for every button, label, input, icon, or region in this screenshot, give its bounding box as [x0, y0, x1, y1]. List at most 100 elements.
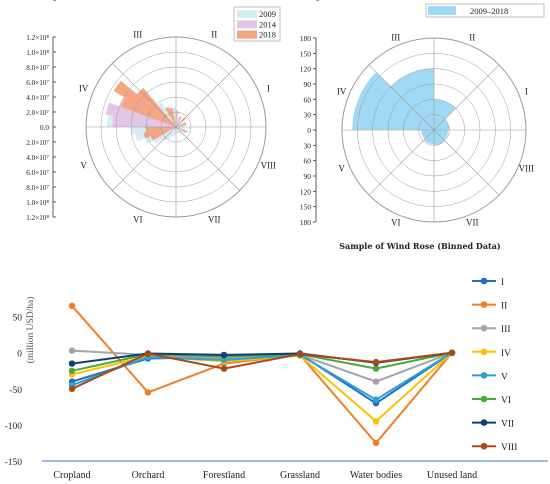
line-legend-marker-I	[480, 277, 488, 285]
line-legend-label-II: II	[501, 302, 507, 312]
rose-2-wedge-2009–2018-0	[434, 99, 456, 130]
rose-2-tick-label-6: 0	[307, 126, 311, 135]
rose-1-tick-label-down-4: 4.0×10⁷	[26, 154, 49, 162]
rose-2-direction-II: II	[469, 33, 475, 43]
rose-1-wedge-2009-32	[176, 127, 186, 134]
rose-1-wedge-2018-5	[176, 116, 182, 127]
rose-2-tick-label-12: 180	[300, 218, 312, 227]
rose-1-wedge-2009-25	[172, 127, 176, 136]
rose-1-direction-II: II	[211, 30, 217, 40]
rose-2-tick-label-11: 150	[300, 203, 312, 212]
rose-2-wedge-2009–2018-6	[434, 130, 449, 141]
line-point-VI-0	[68, 367, 76, 374]
rose-1-tick-label-up-3: 6.0×10⁷	[26, 79, 49, 87]
line-chart-y-tick-2: -50	[9, 386, 22, 396]
rose-1-wedge-2014-4	[176, 110, 179, 127]
rose-2-wedge-2009–2018-7	[434, 119, 450, 130]
rose-1-wedge-2014-1	[112, 115, 176, 127]
line-chart-category-2: Forestland	[203, 470, 245, 481]
rose-2-tick-label-8: 60	[304, 157, 312, 166]
rose-2-tick-label-4: 60	[304, 95, 312, 104]
rose-2-tick-label-1: 150	[300, 49, 312, 58]
line-point-VIII-3	[296, 350, 304, 358]
line-chart-group	[42, 302, 548, 462]
line-point-VI-4	[372, 365, 380, 372]
line-point-III-4	[372, 378, 380, 385]
rose-1-wedge-2018-7	[176, 123, 187, 127]
line-series-VIII	[71, 351, 453, 390]
rose-1-wedge-2009-26	[174, 127, 176, 135]
line-chart-y-tick-3: -100	[5, 422, 23, 432]
rose-1-wedge-2009-7	[176, 116, 180, 127]
line-point-VIII-2	[220, 365, 228, 372]
rose-1-tick-label-up-4: 4.0×10⁷	[26, 94, 49, 102]
rose-1-wedge-2018-4	[165, 107, 176, 127]
line-legend-marker-VI	[480, 395, 488, 403]
rose-1-legend-label-2018: 2018	[259, 30, 276, 40]
line-chart-y-tick-4: -150	[5, 458, 23, 468]
rose-1-wedge-2009-12	[157, 102, 176, 127]
rose-1-wedge-2009-23	[166, 127, 176, 140]
line-chart-category-0: Cropland	[53, 470, 90, 481]
rose-1-wedge-2018-11	[176, 127, 188, 133]
rose-2-group	[315, 0, 527, 223]
rose-1-wedge-2014-5	[176, 121, 186, 127]
rose-2-tick-label-3: 90	[304, 80, 312, 89]
rose-1-tick-label-up-0: 1.2×10⁸	[26, 34, 49, 42]
rose-1-wedge-2018-1	[113, 80, 176, 127]
line-chart-y-tick-1: 0	[17, 350, 22, 360]
rose-1-wedge-2009-24	[170, 127, 176, 138]
rose-1-legend-label-2009: 2009	[259, 9, 276, 19]
rose-1-wedge-2009-29	[176, 127, 180, 134]
line-legend-marker-III	[480, 324, 488, 332]
line-point-V-4	[372, 396, 380, 403]
line-chart-category-1: Orchard	[132, 470, 165, 481]
line-point-VII-2	[220, 351, 228, 359]
rose-1-tick-label-up-2: 8.0×10⁷	[26, 64, 49, 72]
rose-1-tick-label-down-3: 6.0×10⁷	[26, 169, 49, 177]
rose-1-spoke-3	[112, 63, 240, 191]
rose-1-wedge-2009-21	[153, 127, 176, 144]
rose-1-direction-VIII: VIII	[261, 160, 277, 170]
line-point-II-4	[372, 439, 380, 447]
rose-1-wedge-2018-9	[143, 127, 176, 139]
rose-2-tick-label-2: 120	[300, 65, 312, 74]
line-chart-category-4: Water bodies	[350, 470, 402, 481]
rose-2-wedge-2009–2018-2	[352, 72, 434, 130]
rose-1-direction-III: III	[133, 30, 142, 40]
line-point-VIII-0	[68, 385, 76, 393]
rose-1-legend-swatch-2018	[237, 30, 257, 39]
rose-2-direction-I: I	[525, 87, 528, 97]
rose-1-tick-label-down-2: 8.0×10⁷	[26, 184, 49, 192]
rose-1-wedge-2009-28	[176, 127, 179, 133]
rose-1-wedge-2009-34	[176, 127, 185, 131]
line-chart-category-3: Grassland	[280, 470, 320, 481]
rose-2-legend-label: 2009–2018	[470, 6, 508, 16]
line-legend-label-V: V	[501, 372, 508, 382]
rose-2-direction-VI: VI	[391, 217, 401, 227]
rose-2-direction-III: III	[391, 33, 400, 43]
rose-2-direction-VIII: VIII	[519, 163, 535, 173]
line-series-V	[71, 351, 453, 401]
rose-2-tick-label-5: 30	[304, 111, 312, 120]
rose-1-legend-label-2014: 2014	[259, 19, 277, 29]
line-point-II-1	[144, 389, 152, 396]
rose-2-direction-V: V	[338, 163, 345, 173]
line-chart-y-label: (million USD/ha)	[25, 297, 36, 364]
rose-1-group	[52, 0, 267, 218]
line-legend-marker-IV	[480, 348, 488, 356]
rose-2-legend-swatch	[428, 6, 456, 15]
line-legend-label-IV: IV	[501, 349, 511, 359]
rose-2-wedge-2009–2018-1	[390, 68, 434, 130]
line-chart-category-5: Unused land	[427, 470, 477, 481]
rose-1-tick-label-down-1: 1.0×10⁸	[26, 199, 49, 207]
rose-1-direction-VI: VI	[133, 214, 143, 224]
line-legend-marker-II	[480, 301, 488, 308]
line-legend-marker-V	[480, 372, 488, 379]
line-chart-y-tick-0: 50	[13, 314, 23, 324]
rose-1-wedge-2018-2	[121, 97, 176, 127]
line-series-VI	[71, 351, 453, 372]
line-point-VIII-5	[448, 349, 456, 356]
line-legend-label-VI: VI	[501, 396, 511, 406]
